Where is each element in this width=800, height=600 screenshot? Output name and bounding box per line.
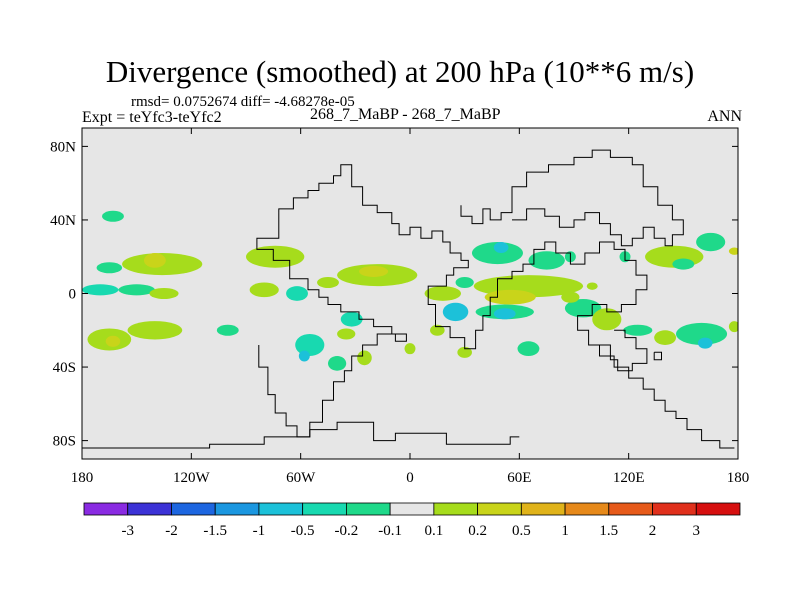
field-patch (471, 242, 523, 265)
y-tick-label: 80N (50, 139, 76, 155)
field-patch (404, 343, 416, 355)
colorbar-swatch (345, 502, 391, 516)
coastline-layer (82, 149, 735, 449)
colorbar-swatch (302, 502, 347, 516)
field-patch (328, 356, 347, 371)
x-tick-label: 60E (507, 470, 531, 486)
field-patch (317, 276, 339, 288)
field-patch (528, 251, 565, 270)
colorbar-swatch (127, 502, 172, 516)
field-patch (358, 265, 389, 277)
x-tick-label: 0 (406, 470, 414, 486)
x-tick-label: 180 (727, 470, 750, 486)
field-patch (143, 253, 166, 268)
field-patch (96, 262, 123, 274)
colorbar-swatch (652, 502, 697, 516)
field-patch (149, 287, 179, 300)
chart-title: Divergence (smoothed) at 200 hPa (10**6 … (105, 54, 695, 89)
field-patch (216, 324, 239, 336)
field-patch (728, 247, 738, 255)
coastline (599, 329, 648, 372)
colorbar-label: 0.2 (468, 523, 487, 539)
field-patch (337, 328, 356, 340)
colorbar-swatch (171, 502, 216, 516)
y-tick-label: 40N (50, 213, 76, 229)
colorbar-swatch (258, 502, 304, 516)
colorbar-swatch (433, 502, 479, 516)
field-patch (561, 291, 580, 303)
coastline (460, 149, 684, 247)
colorbar-label: 2 (649, 523, 657, 539)
field-patch (295, 333, 325, 357)
field-patch (517, 341, 540, 357)
field-patch (586, 282, 598, 290)
colorbar-label: -0.1 (378, 523, 402, 539)
colorbar-label: -0.2 (335, 523, 359, 539)
field-patch (697, 337, 713, 349)
field-patch (728, 321, 738, 333)
colorbar-swatch (695, 502, 741, 516)
field-patch (493, 242, 509, 254)
colorbar-label: -0.5 (291, 523, 315, 539)
x-tick-label: 180 (71, 470, 94, 486)
y-tick-label: 40S (53, 360, 76, 376)
field-patch (672, 258, 695, 270)
field-patch (118, 284, 155, 296)
field-patch (127, 321, 183, 340)
expt-label: Expt = teYfc3-teYfc2 (82, 109, 222, 126)
colorbar-label: -2 (165, 523, 178, 539)
colorbar-label: -1 (253, 523, 266, 539)
field-patch (424, 286, 462, 301)
stats-text: rmsd= 0.0752674 diff= -4.68278e-05 (131, 94, 355, 110)
field-patch (654, 330, 677, 345)
colorbar-label: 3 (693, 523, 701, 539)
field-patch (623, 324, 653, 336)
field-patch (430, 324, 445, 336)
field-patch (696, 232, 726, 252)
colorbar-swatch (214, 502, 260, 516)
field-patch (455, 276, 474, 288)
coastline (653, 351, 662, 361)
axes: 180 120W 60W 0 60E 120E 180 80N 40N 0 40S 80S (50, 128, 749, 486)
colorbar-label: 1 (561, 523, 569, 539)
colorbar: -3 -2 -1.5 -1 -0.5 -0.2 -0.1 0.1 0.2 0.5 1 1.5 2 3 (83, 502, 741, 539)
field-patch (676, 322, 728, 345)
map-background (82, 128, 738, 459)
colorbar-swatch (520, 502, 566, 516)
field-patch (105, 335, 121, 347)
field-patch (249, 282, 279, 298)
field-patch (82, 284, 119, 296)
field-patch (357, 350, 372, 366)
field-patch (246, 245, 305, 268)
field-patch (298, 350, 310, 362)
coastline (82, 421, 520, 449)
field-patch (340, 311, 363, 327)
field-patch (493, 308, 516, 320)
y-tick-label: 0 (69, 287, 77, 303)
field-patch (442, 302, 469, 322)
colorbar-swatch (83, 502, 129, 516)
colorbar-label: 0.5 (512, 523, 531, 539)
x-tick-label: 120E (613, 470, 645, 486)
colorbar-swatch (608, 502, 653, 516)
colorbar-swatch (564, 502, 610, 516)
x-tick-label: 60W (286, 470, 316, 486)
colorbar-swatch (477, 502, 522, 516)
case-label: 268_7_MaBP - 268_7_MaBP (310, 106, 501, 123)
field-patch (457, 346, 472, 358)
colorbar-swatch (389, 502, 435, 516)
colorbar-label: 0.1 (424, 523, 443, 539)
field-patch (286, 286, 308, 301)
x-tick-label: 120W (173, 470, 211, 486)
colorbar-label: -1.5 (203, 523, 227, 539)
y-tick-label: 80S (53, 434, 76, 450)
coastline (256, 164, 735, 449)
season-label: ANN (707, 108, 742, 125)
colorbar-label: 1.5 (599, 523, 618, 539)
field-patch (592, 308, 622, 331)
field-patch (102, 210, 124, 222)
colorbar-label: -3 (121, 523, 134, 539)
